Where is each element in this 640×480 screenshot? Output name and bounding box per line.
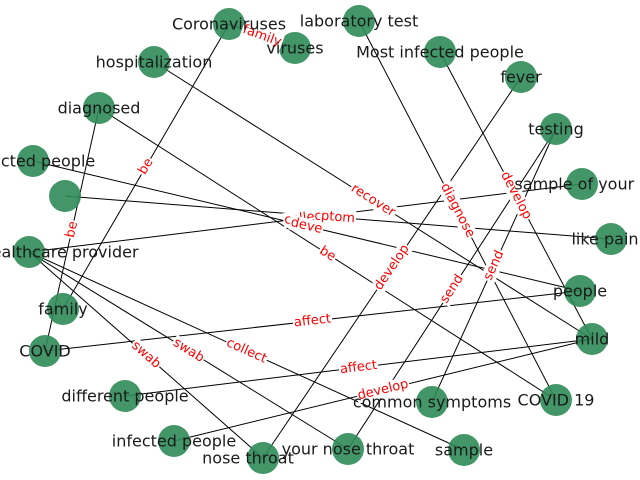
edge-label-group: develop: [370, 241, 414, 294]
node-label-covid: COVID: [19, 342, 70, 361]
edge-label-group: collect: [223, 334, 270, 368]
edge-label: send: [481, 248, 508, 283]
node-label-your-nose-throat: your nose throat: [282, 440, 415, 459]
edge-label-background: [315, 242, 340, 266]
node-label-most-infected-people: Most infected people: [356, 43, 524, 62]
node-your-nose-throat[interactable]: [332, 433, 364, 465]
edge-label-background: [319, 208, 357, 227]
edge-label-group: swab: [127, 337, 165, 373]
edge-label: be: [135, 156, 156, 178]
node-testing[interactable]: [540, 113, 572, 145]
node-label-sample-of-your-saliva: sample of your saliva: [514, 175, 640, 194]
node-label-people: people: [553, 282, 607, 301]
node-label-family: family: [38, 300, 87, 319]
node-ptom[interactable]: [49, 180, 81, 212]
node-family[interactable]: [47, 293, 79, 325]
edge-label-background: [239, 21, 285, 51]
edge-label-background: [436, 179, 479, 242]
node-label-hospitalization: hospitalization: [96, 53, 213, 72]
node-different-people[interactable]: [109, 380, 141, 412]
edge-label-background: [134, 154, 158, 179]
node-infected-people-left[interactable]: [17, 145, 49, 177]
node-covid-19[interactable]: [540, 384, 572, 416]
nodes-layer: [13, 5, 627, 474]
node-label-sample: sample: [435, 441, 493, 460]
node-label-testing: testing: [528, 120, 583, 139]
edge-label-group: swab: [169, 334, 208, 367]
edge-label: collect: [224, 335, 269, 366]
edge-label-group: affect: [338, 357, 379, 378]
edge-label-background: [223, 334, 270, 368]
node-label-laboratory-test: laboratory test: [300, 12, 419, 31]
node-common-symptoms[interactable]: [416, 386, 448, 418]
edge-label: be: [317, 243, 339, 264]
edge-label-group: affect: [292, 311, 333, 331]
node-sample[interactable]: [448, 434, 480, 466]
edge-label-background: [288, 214, 325, 238]
node-nose-throat[interactable]: [247, 442, 279, 474]
edge-label-group: be: [315, 242, 340, 266]
node-hospitalization[interactable]: [138, 46, 170, 78]
edge-label: develop: [371, 242, 412, 293]
node-most-infected-people[interactable]: [424, 36, 456, 68]
node-fever[interactable]: [505, 61, 537, 93]
edge-label: deve: [289, 215, 324, 237]
edge-label-group: be: [134, 154, 158, 179]
edge-label-background: [169, 334, 208, 367]
edge-label-group: send: [480, 247, 508, 284]
node-label-infected-people: infected people: [112, 432, 236, 451]
edge-label-background: [347, 180, 400, 221]
edge-label: be: [63, 220, 81, 239]
edge-label-background: [127, 337, 165, 373]
edge-label-background: [338, 357, 379, 378]
node-label-covid-19: COVID 19: [518, 391, 595, 410]
node-diagnosed[interactable]: [83, 92, 115, 124]
node-mild[interactable]: [576, 323, 608, 355]
edge-label-background: [292, 311, 333, 331]
node-covid[interactable]: [29, 335, 61, 367]
edge-label-group: ptom: [319, 208, 357, 227]
edge-label-background: [355, 376, 411, 404]
node-label-coronaviruses: Coronaviruses: [172, 15, 286, 34]
edge-label-background: [62, 218, 82, 241]
edge-label-group: send: [436, 270, 468, 308]
node-sample-of-your-saliva[interactable]: [566, 168, 598, 200]
edge-label-group: be: [62, 218, 82, 241]
node-infected-people[interactable]: [158, 425, 190, 457]
node-label-diagnosed: diagnosed: [58, 99, 141, 118]
node-coronaviruses[interactable]: [213, 8, 245, 40]
node-label-like-pain: like pain: [571, 230, 638, 249]
edge-label: ptom: [320, 209, 355, 227]
node-label-nose-throat: nose throat: [202, 449, 294, 468]
edge-label-background: [480, 247, 508, 284]
node-healthcare-provider[interactable]: [13, 236, 45, 268]
node-labels-layer: Coronaviruses viruses laboratory test hospi…: [0, 12, 640, 468]
edge-label: affect: [339, 358, 378, 377]
node-viruses[interactable]: [279, 32, 311, 64]
edge-label: affect: [293, 311, 332, 330]
edge-label-background: [370, 241, 414, 294]
node-label-healthcare-provider: healthcare provider: [0, 243, 139, 262]
node-label-mild: mild: [575, 330, 610, 349]
node-label-infected-people-left: infected people: [0, 152, 95, 171]
node-label-different-people: different people: [61, 387, 188, 406]
edge-label-group: diagnose: [436, 179, 479, 242]
edge-label: diagnose: [437, 181, 478, 240]
node-label-common-symptoms: common symptoms: [353, 393, 511, 412]
edge-label-background: [496, 168, 536, 223]
node-like-pain[interactable]: [595, 223, 627, 255]
edge-label-group: deve: [288, 214, 325, 238]
edge-label-background: [436, 270, 468, 308]
node-laboratory-test[interactable]: [343, 5, 375, 37]
node-label-fever: fever: [500, 68, 542, 87]
edge-label: swab: [170, 335, 206, 365]
node-people[interactable]: [564, 275, 596, 307]
node-label-viruses: viruses: [266, 39, 323, 58]
